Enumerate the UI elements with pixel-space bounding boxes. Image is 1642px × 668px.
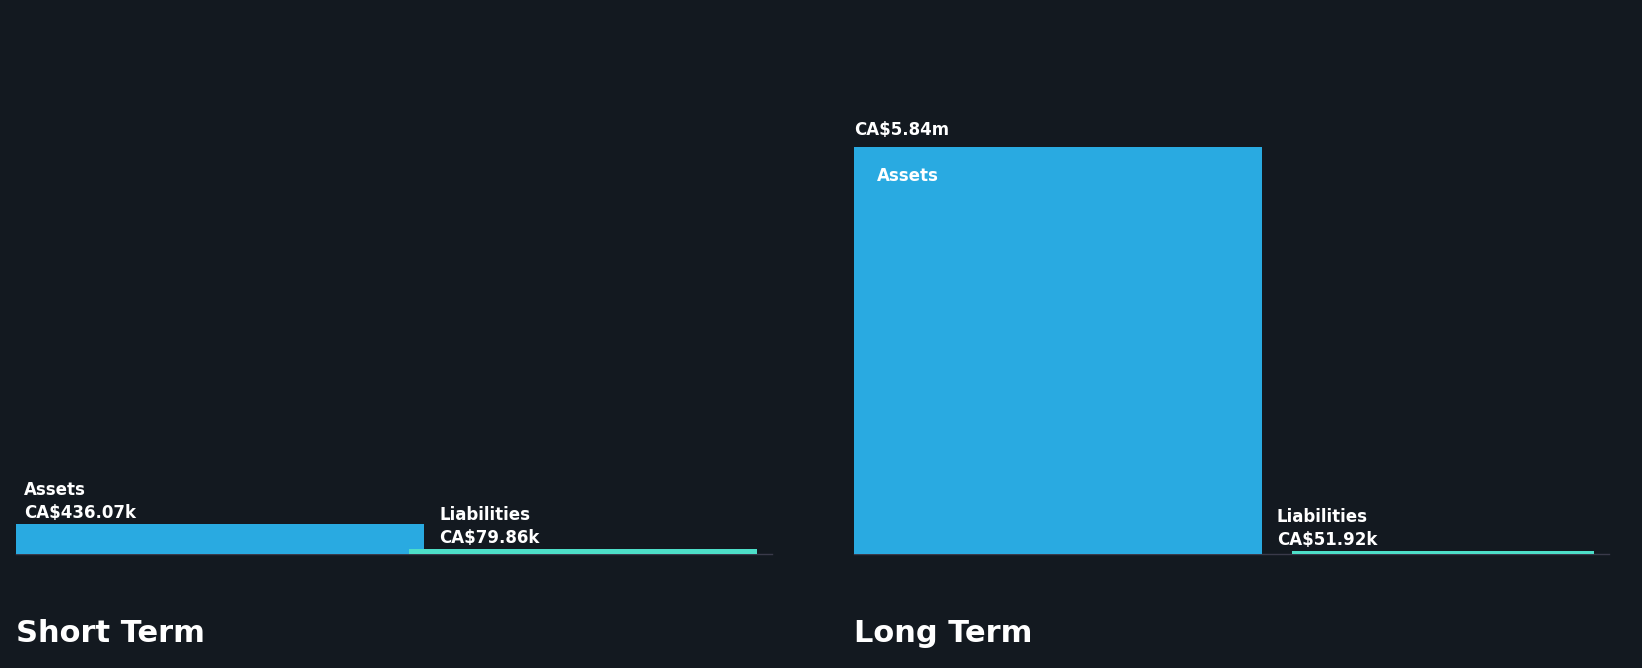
Bar [1292,551,1594,554]
Text: Assets: Assets [877,167,938,185]
Bar [854,147,1261,554]
Text: Short Term: Short Term [16,619,205,648]
Bar [16,524,424,554]
Text: Liabilities: Liabilities [440,506,530,524]
Text: Assets: Assets [25,481,85,499]
Text: CA$5.84m: CA$5.84m [854,121,949,139]
Text: CA$79.86k: CA$79.86k [440,529,540,547]
Text: Liabilities: Liabilities [1277,508,1368,526]
Bar [409,549,757,554]
Text: Long Term: Long Term [854,619,1033,648]
Text: CA$51.92k: CA$51.92k [1277,531,1378,549]
Text: CA$436.07k: CA$436.07k [25,504,136,522]
